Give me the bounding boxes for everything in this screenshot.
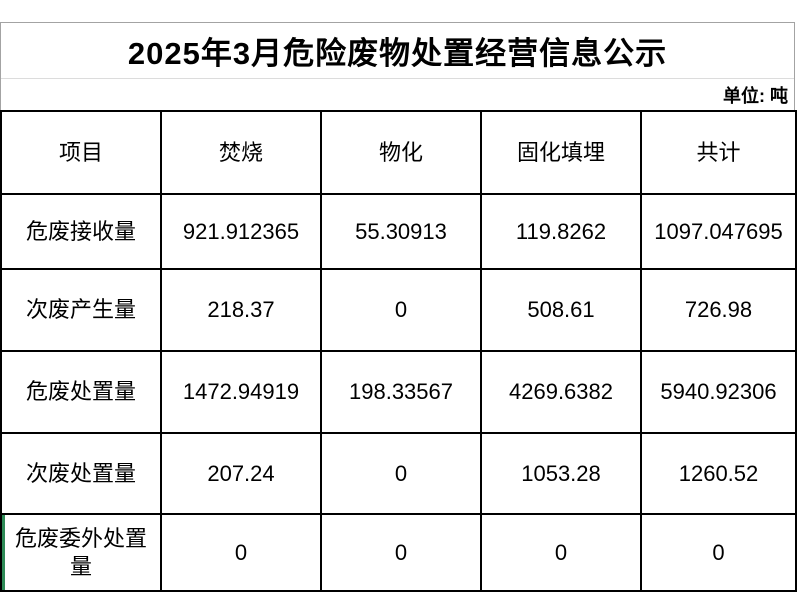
header-cell-1: 焚烧	[160, 110, 322, 195]
title-block: 2025年3月危险废物处置经营信息公示 单位: 吨	[0, 22, 795, 110]
table-row: 危废处置量 1472.94919 198.33567 4269.6382 5940.92…	[0, 350, 797, 434]
unit-label: 单位: 吨	[723, 85, 788, 106]
waste-disposal-table: 项目 焚烧 物化 固化填埋 共计 危废接收量 921.912365 55.30913 119.8…	[0, 110, 797, 592]
value-cell-2: 0	[480, 513, 642, 592]
header-cell-0: 项目	[0, 110, 162, 195]
page-title: 2025年3月危险废物处置经营信息公示	[1, 23, 794, 79]
value-cell-3: 1097.047695	[640, 193, 797, 270]
value-cell-2: 1053.28	[480, 432, 642, 515]
header-cell-2: 物化	[320, 110, 482, 195]
value-cell-0: 0	[160, 513, 322, 592]
value-cell-1: 0	[320, 268, 482, 352]
row-label-cell: 危废委外处置量	[0, 513, 162, 592]
value-cell-1: 0	[320, 513, 482, 592]
value-cell-2: 119.8262	[480, 193, 642, 270]
table-header-row: 项目 焚烧 物化 固化填埋 共计	[0, 110, 797, 195]
row-label-cell: 危废接收量	[0, 193, 162, 270]
value-cell-3: 5940.92306	[640, 350, 797, 434]
table-row: 危废委外处置量 0 0 0 0	[0, 513, 797, 592]
value-cell-0: 207.24	[160, 432, 322, 515]
value-cell-0: 1472.94919	[160, 350, 322, 434]
table-row: 次废处置量 207.24 0 1053.28 1260.52	[0, 432, 797, 515]
table-row: 危废接收量 921.912365 55.30913 119.8262 1097.0476…	[0, 193, 797, 270]
value-cell-3: 1260.52	[640, 432, 797, 515]
header-cell-3: 固化填埋	[480, 110, 642, 195]
value-cell-1: 55.30913	[320, 193, 482, 270]
value-cell-0: 921.912365	[160, 193, 322, 270]
table-row: 次废产生量 218.37 0 508.61 726.98	[0, 268, 797, 352]
value-cell-1: 0	[320, 432, 482, 515]
row-label-cell: 次废产生量	[0, 268, 162, 352]
row-label-cell: 次废处置量	[0, 432, 162, 515]
row-label-cell: 危废处置量	[0, 350, 162, 434]
value-cell-2: 4269.6382	[480, 350, 642, 434]
header-cell-4: 共计	[640, 110, 797, 195]
value-cell-2: 508.61	[480, 268, 642, 352]
value-cell-1: 198.33567	[320, 350, 482, 434]
value-cell-3: 0	[640, 513, 797, 592]
value-cell-3: 726.98	[640, 268, 797, 352]
value-cell-0: 218.37	[160, 268, 322, 352]
